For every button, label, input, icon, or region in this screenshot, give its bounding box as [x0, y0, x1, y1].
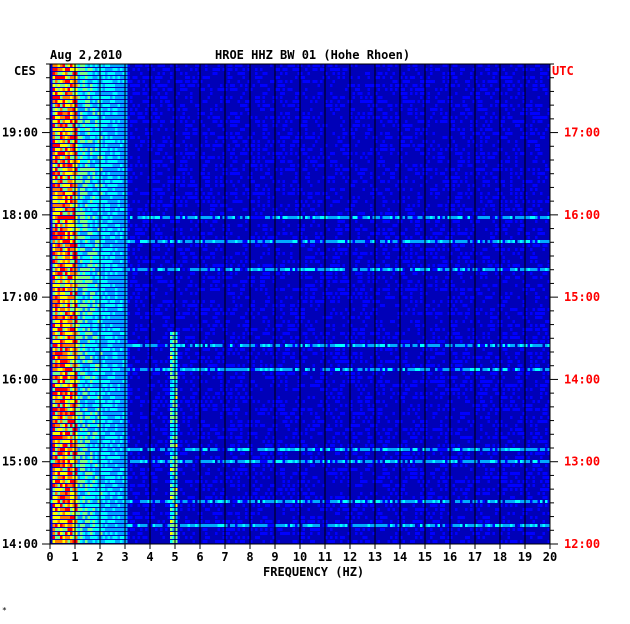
x-tick-label: 10 — [293, 550, 307, 564]
plot-frame — [49, 63, 551, 545]
x-tick-label: 7 — [221, 550, 228, 564]
x-tick-label: 17 — [468, 550, 482, 564]
x-tick-label: 13 — [368, 550, 382, 564]
x-tick-label: 9 — [271, 550, 278, 564]
x-tick-label: 16 — [443, 550, 457, 564]
x-tick-label: 5 — [171, 550, 178, 564]
right-time-label: 14:00 — [564, 372, 600, 386]
footnote-mark: * — [2, 606, 7, 615]
x-tick-label: 6 — [196, 550, 203, 564]
left-time-label: 19:00 — [2, 126, 38, 140]
x-tick-label: 0 — [46, 550, 53, 564]
x-tick-label: 12 — [343, 550, 357, 564]
x-tick-label: 15 — [418, 550, 432, 564]
right-time-label: 16:00 — [564, 208, 600, 222]
x-tick-label: 11 — [318, 550, 332, 564]
right-time-label: 15:00 — [564, 290, 600, 304]
left-timezone-label: CES — [14, 64, 36, 78]
x-tick-label: 4 — [146, 550, 153, 564]
x-tick-label: 1 — [71, 550, 78, 564]
x-tick-label: 20 — [543, 550, 557, 564]
chart-station-title: HROE HHZ BW 01 (Hohe Rhoen) — [215, 48, 410, 62]
left-time-label: 16:00 — [2, 372, 38, 386]
right-time-label: 17:00 — [564, 126, 600, 140]
left-time-label: 14:00 — [2, 537, 38, 551]
x-tick-label: 3 — [121, 550, 128, 564]
right-timezone-label: UTC — [552, 64, 574, 78]
right-time-label: 13:00 — [564, 455, 600, 469]
x-axis-title: FREQUENCY (HZ) — [263, 565, 364, 579]
right-time-label: 12:00 — [564, 537, 600, 551]
x-tick-label: 19 — [518, 550, 532, 564]
x-tick-label: 18 — [493, 550, 507, 564]
x-tick-label: 8 — [246, 550, 253, 564]
left-time-label: 18:00 — [2, 208, 38, 222]
chart-date: Aug 2,2010 — [50, 48, 122, 62]
x-tick-label: 2 — [96, 550, 103, 564]
spectrogram-axes: 0 1 2 3 4 5 6 7 8 9 10 11 12 13 14 15 16 17 18 19 2019:0018:… — [2, 63, 600, 564]
left-time-label: 15:00 — [2, 455, 38, 469]
left-time-label: 17:00 — [2, 290, 38, 304]
x-tick-label: 14 — [393, 550, 407, 564]
